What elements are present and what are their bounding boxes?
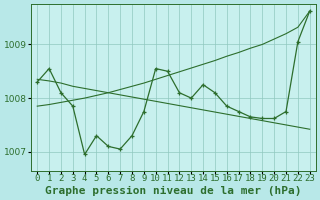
X-axis label: Graphe pression niveau de la mer (hPa): Graphe pression niveau de la mer (hPa) <box>45 186 302 196</box>
